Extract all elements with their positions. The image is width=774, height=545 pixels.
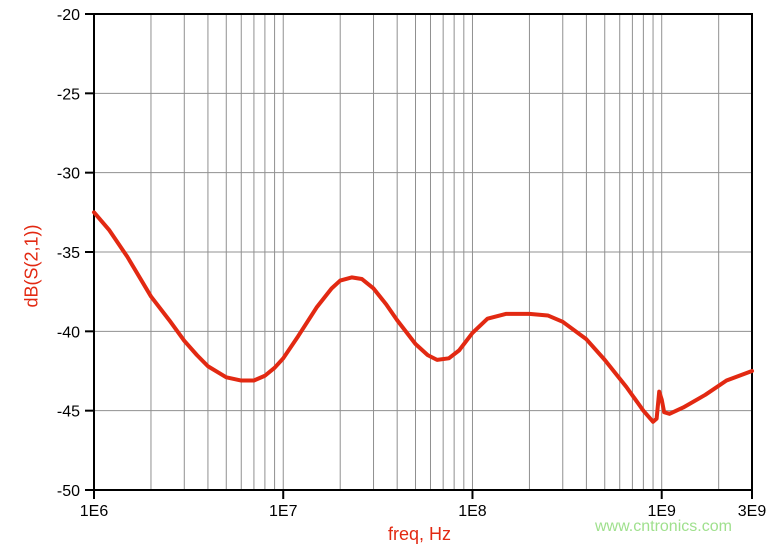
chart-svg: -20-25-30-35-40-45-501E61E71E81E93E9 bbox=[0, 0, 774, 540]
svg-text:1E8: 1E8 bbox=[458, 503, 487, 520]
svg-text:3E9: 3E9 bbox=[738, 503, 767, 520]
x-axis-label: freq, Hz bbox=[388, 524, 451, 545]
svg-text:-20: -20 bbox=[57, 7, 80, 24]
y-axis-label: dB(S(2,1)) bbox=[22, 224, 43, 307]
svg-text:-50: -50 bbox=[57, 483, 80, 500]
svg-text:1E6: 1E6 bbox=[80, 503, 109, 520]
watermark-text: www.cntronics.com bbox=[595, 518, 732, 536]
svg-text:-45: -45 bbox=[57, 404, 80, 421]
svg-text:-35: -35 bbox=[57, 245, 80, 262]
svg-text:-25: -25 bbox=[57, 86, 80, 103]
svg-text:-40: -40 bbox=[57, 324, 80, 341]
chart-container: -20-25-30-35-40-45-501E61E71E81E93E9 dB(… bbox=[0, 0, 774, 540]
svg-text:-30: -30 bbox=[57, 166, 80, 183]
svg-text:1E7: 1E7 bbox=[269, 503, 298, 520]
